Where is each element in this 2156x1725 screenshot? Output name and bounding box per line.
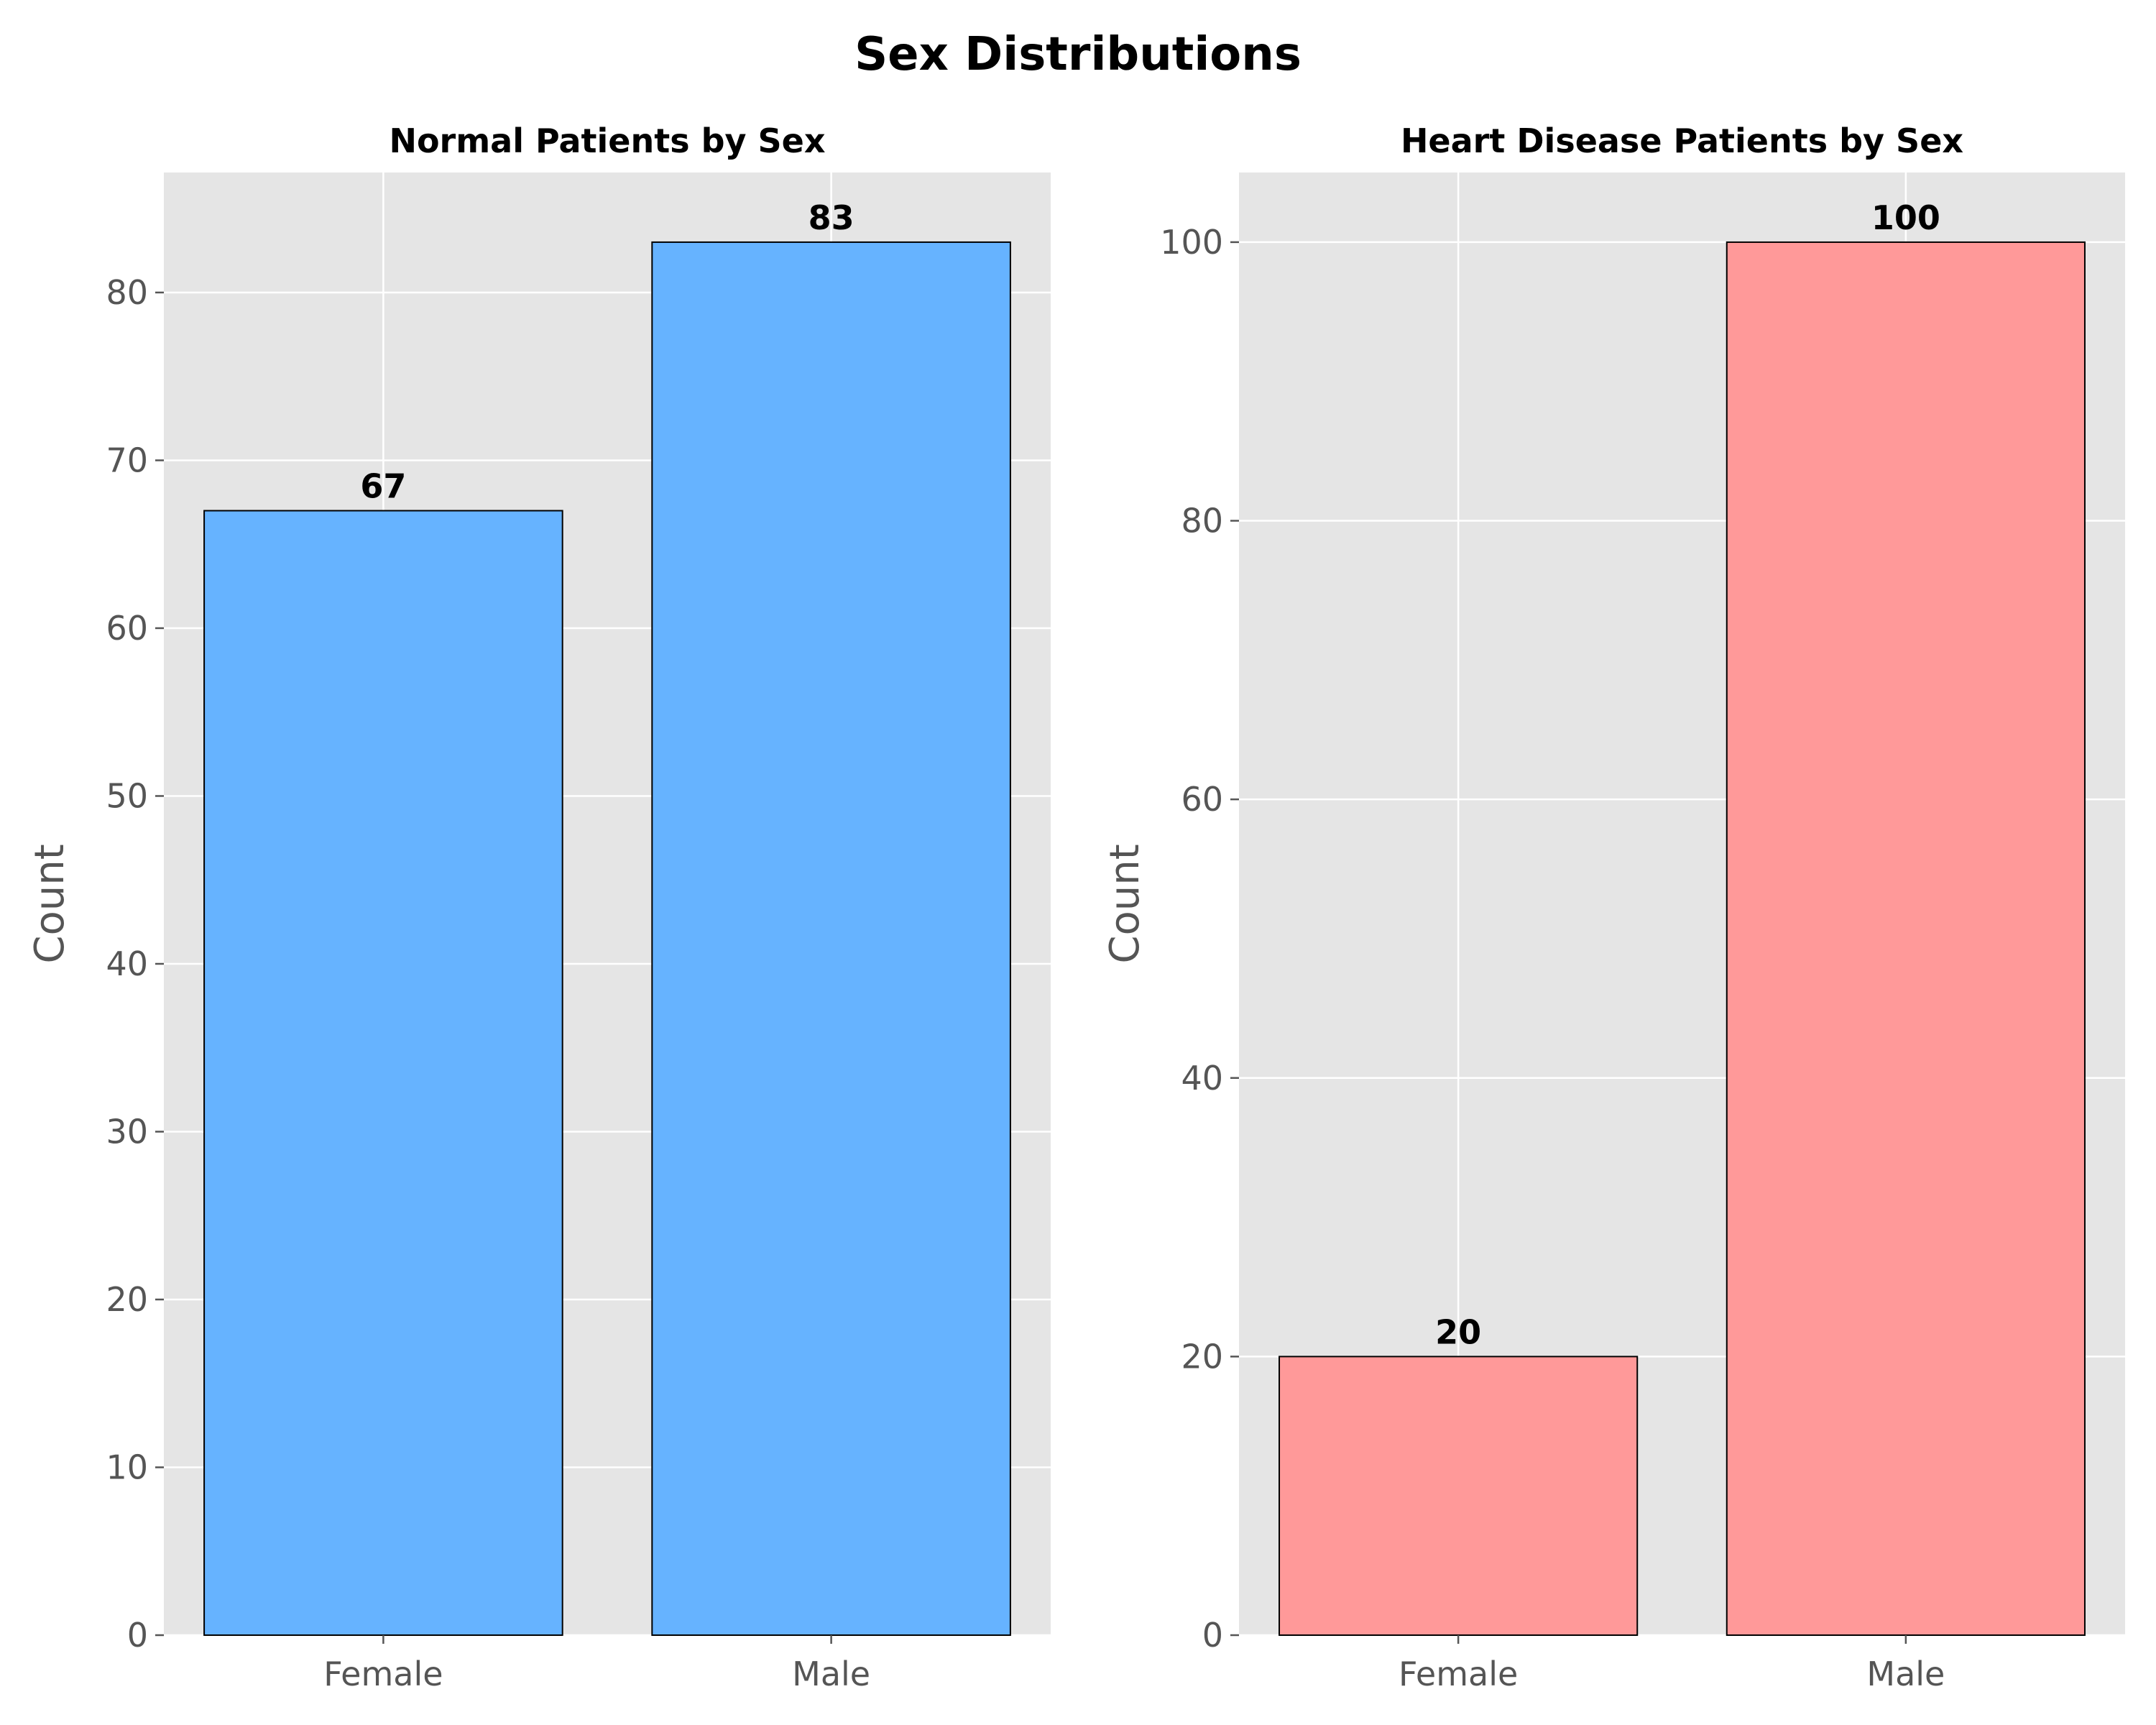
x-tick-label: Male [1866,1655,1945,1693]
chart-normal-patients: 0 10 20 30 40 50 60 70 80 67 83 Female Male Normal Pa… [27,121,1051,1693]
bar-male [651,241,1011,1636]
y-axis-label: Count [27,844,73,963]
y-tick-label: 30 [106,1112,148,1151]
y-tick-label: 0 [1202,1616,1223,1655]
y-tick-label: 40 [106,944,148,983]
y-axis-label: Count [1102,844,1148,963]
y-tick-label: 40 [1181,1059,1223,1098]
y-tick-label: 10 [106,1448,148,1486]
y-tick-label: 50 [106,776,148,815]
y-tick-label: 70 [106,441,148,479]
y-tick-label: 60 [1181,780,1223,819]
data-label: 20 [1435,1312,1481,1351]
x-tick-label: Male [792,1655,870,1693]
x-tick-label: Female [323,1655,443,1693]
y-tick-label: 60 [106,609,148,648]
bar-male [1726,241,2086,1636]
data-label: 100 [1871,198,1940,237]
y-tick-label: 20 [1181,1337,1223,1376]
panel-title: Heart Disease Patients by Sex [1401,121,1963,160]
y-tick-label: 0 [127,1616,148,1655]
figure-title: Sex Distributions [854,28,1302,81]
data-label: 83 [808,198,854,237]
panel-title: Normal Patients by Sex [389,121,825,160]
bar-female [1279,1356,1639,1637]
y-tick-label: 20 [106,1280,148,1319]
y-tick-label: 80 [106,273,148,312]
chart-heart-disease-patients: 0 20 40 60 80 100 20 100 Female Male Heart Disease… [1102,121,2125,1693]
y-tick-label: 80 [1181,502,1223,540]
y-tick-label: 100 [1160,223,1223,262]
data-label: 67 [360,467,406,506]
bar-female [203,510,563,1637]
x-tick-label: Female [1399,1655,1518,1693]
